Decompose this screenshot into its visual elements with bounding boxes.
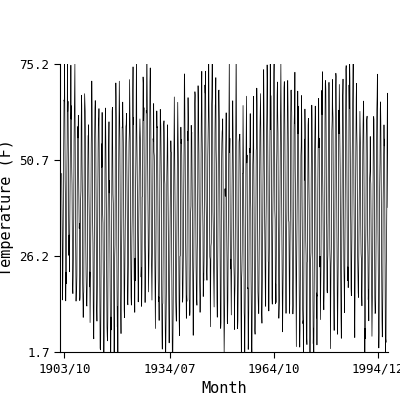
X-axis label: Month: Month <box>201 381 247 396</box>
Y-axis label: Temperature (F): Temperature (F) <box>0 140 14 276</box>
